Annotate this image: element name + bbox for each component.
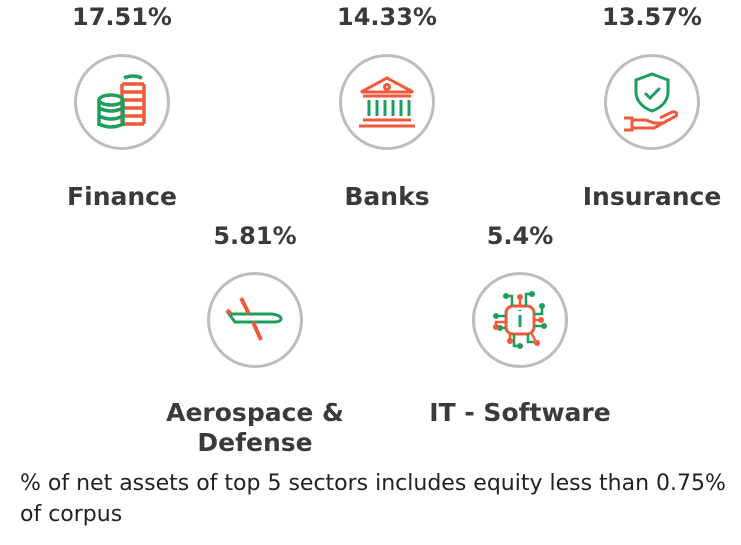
sector-label: Aerospace & Defense xyxy=(166,398,344,457)
sector-percentage: 14.33% xyxy=(337,3,437,31)
sector-label: Finance xyxy=(67,182,177,211)
sector-label: Banks xyxy=(344,182,430,211)
coins-icon xyxy=(74,54,170,150)
airplane-icon xyxy=(207,272,303,368)
bank-icon xyxy=(339,54,435,150)
sector-label: IT - Software xyxy=(429,398,611,427)
circuit-chip-icon xyxy=(472,272,568,368)
footnote: % of net assets of top 5 sectors include… xyxy=(20,471,726,527)
sector-percentage: 13.57% xyxy=(602,3,702,31)
sector-percentage: 17.51% xyxy=(72,3,172,31)
sector-percentage: 5.4% xyxy=(486,222,554,250)
sector-percentage: 5.81% xyxy=(213,222,297,250)
sector-label: Insurance xyxy=(582,182,722,211)
shield-hand-icon xyxy=(604,54,700,150)
